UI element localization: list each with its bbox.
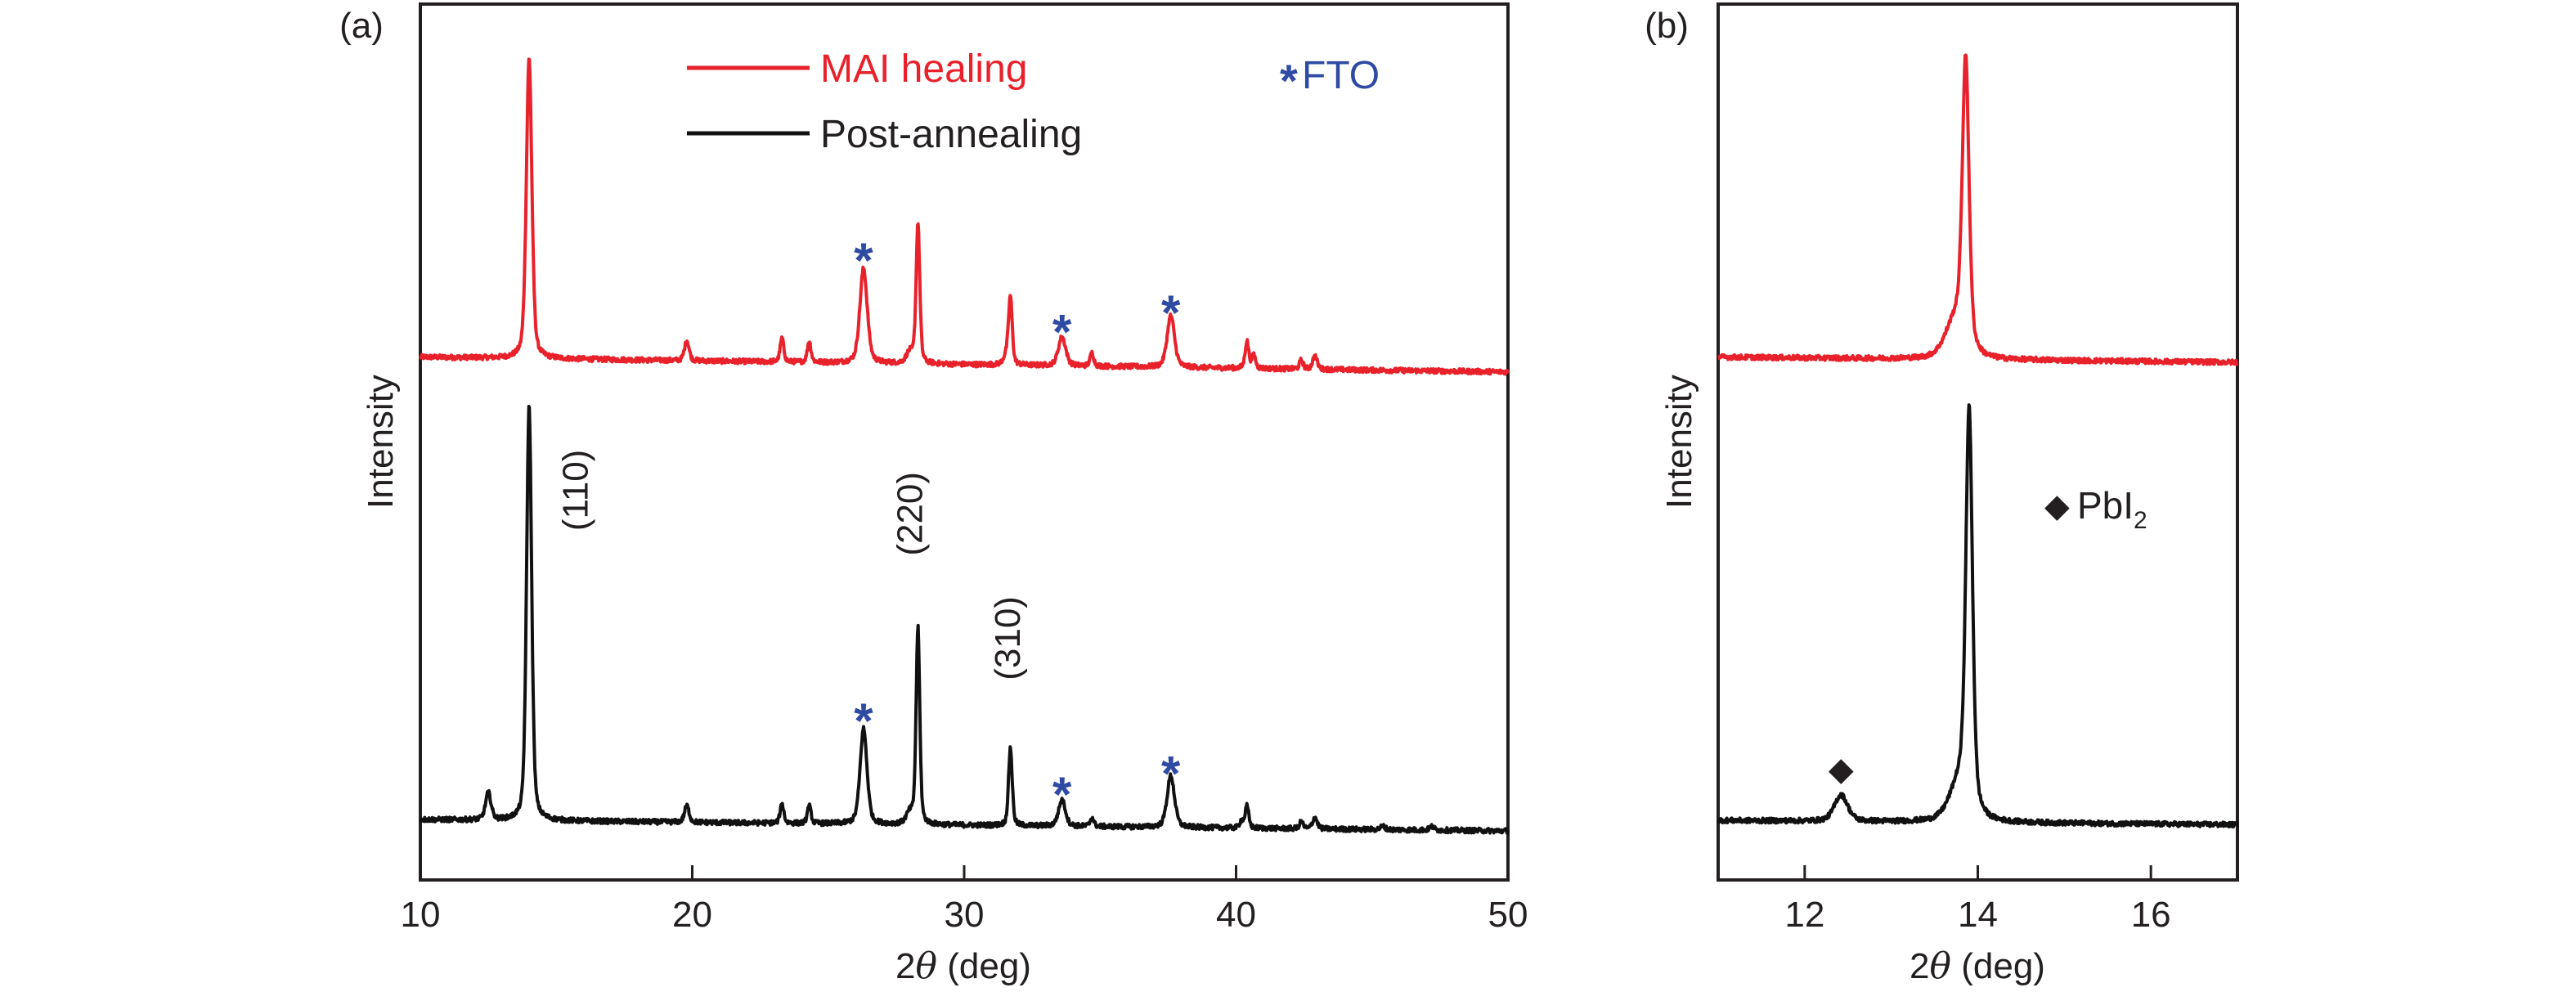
x-ticks-a bbox=[691, 865, 1237, 880]
fto-marker: * bbox=[854, 694, 873, 748]
hkl-label-110: (110) bbox=[555, 450, 595, 531]
x-tick-label: 10 bbox=[401, 895, 441, 935]
series-line-post-annealing-a bbox=[419, 405, 1510, 835]
x-tick-label: 30 bbox=[945, 895, 985, 935]
panel-a: (a) 10 20 30 40 50 2θ (deg) Intensity * … bbox=[339, 2, 1528, 987]
legend-label-post-annealing: Post-annealing bbox=[820, 113, 1082, 156]
hkl-label-310: (310) bbox=[988, 596, 1028, 680]
panel-label-b: (b) bbox=[1645, 6, 1689, 46]
panel-label-a: (a) bbox=[339, 6, 384, 46]
y-axis-label-a: Intensity bbox=[361, 375, 401, 509]
series-line-mai-healing-b bbox=[1717, 53, 2239, 366]
legend-label-mai-healing: MAI healing bbox=[820, 47, 1027, 91]
pbi2-legend-label: PbI2 bbox=[2077, 484, 2147, 534]
x-tick-label: 12 bbox=[1784, 895, 1824, 935]
series-line-mai-healing-a bbox=[419, 57, 1510, 376]
x-tick-label: 40 bbox=[1216, 895, 1256, 935]
fto-marker: * bbox=[854, 233, 873, 288]
x-tick-labels-b: 12 14 16 bbox=[1784, 895, 2170, 935]
pbi2-legend: ◆ PbI2 bbox=[2044, 484, 2147, 534]
x-axis-label-b: 2θ (deg) bbox=[1910, 945, 2045, 987]
fto-marker: * bbox=[1052, 767, 1072, 822]
x-ticks-b bbox=[1803, 865, 2152, 880]
x-tick-label: 20 bbox=[672, 895, 712, 935]
x-tick-label: 16 bbox=[2131, 895, 2171, 935]
panel-b: (b) 12 14 16 2θ (deg) Intensity ◆ ◆ PbI2 bbox=[1645, 2, 2239, 987]
x-tick-labels-a: 10 20 30 40 50 bbox=[401, 895, 1528, 935]
fto-marker: * bbox=[1161, 285, 1181, 340]
pbi2-legend-diamond-icon: ◆ bbox=[2044, 488, 2070, 524]
fto-marker: * bbox=[1052, 305, 1072, 360]
annotations-b: ◆ bbox=[1829, 752, 1854, 788]
series-line-post-annealing-b bbox=[1717, 403, 2239, 829]
pbi2-marker-diamond-icon: ◆ bbox=[1829, 752, 1854, 788]
fto-legend-label: FTO bbox=[1302, 54, 1380, 97]
annotations-a: * * * * * * (110) (220) (310) bbox=[555, 233, 1181, 822]
y-axis-label-b: Intensity bbox=[1659, 375, 1699, 509]
x-axis-label-a: 2θ (deg) bbox=[895, 945, 1031, 987]
fto-marker: * bbox=[1161, 746, 1181, 801]
legend-a: MAI healing Post-annealing * FTO bbox=[687, 47, 1380, 156]
x-tick-label: 14 bbox=[1958, 895, 1998, 935]
hkl-label-220: (220) bbox=[890, 472, 930, 556]
x-tick-label: 50 bbox=[1488, 895, 1528, 935]
fto-legend-asterisk-icon: * bbox=[1280, 55, 1298, 106]
